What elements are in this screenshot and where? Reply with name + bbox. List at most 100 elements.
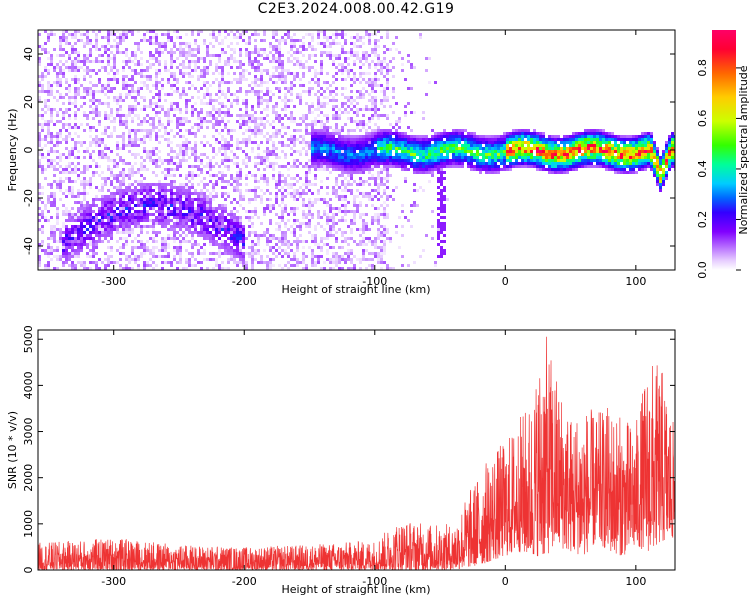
spectrogram-cell xyxy=(260,141,263,144)
spectrogram-cell xyxy=(134,210,137,213)
spectrogram-cell xyxy=(386,78,389,81)
spectrogram-cell xyxy=(266,243,269,246)
spectrogram-cell xyxy=(323,198,326,201)
spectrogram-cell xyxy=(131,207,134,210)
spectrogram-cell xyxy=(377,84,380,87)
spectrogram-cell xyxy=(50,87,53,90)
spectrogram-cell xyxy=(110,78,113,81)
spectrogram-cell xyxy=(233,252,236,255)
spectrogram-cell xyxy=(65,177,68,180)
spectrogram-cell xyxy=(374,78,377,81)
spectrogram-cell xyxy=(56,207,59,210)
spectrogram-cell xyxy=(158,156,161,159)
spectrogram-cell xyxy=(56,216,59,219)
spectrogram-cell xyxy=(284,75,287,78)
spectrogram-cell xyxy=(269,51,272,54)
spectrogram-cell xyxy=(44,138,47,141)
spectrogram-cell xyxy=(155,165,158,168)
spectrogram-cell xyxy=(350,165,353,168)
spectrogram-cell xyxy=(203,81,206,84)
spectrogram-cell xyxy=(386,171,389,174)
spectrogram-cell xyxy=(356,204,359,207)
spectrogram-cell xyxy=(272,174,275,177)
spectrogram-cell xyxy=(95,48,98,51)
spectrogram-cell xyxy=(101,210,104,213)
spectrogram-cell xyxy=(245,174,248,177)
spectrogram-cell xyxy=(74,75,77,78)
spectrogram-cell xyxy=(56,75,59,78)
spectrogram-cell xyxy=(107,228,110,231)
spectrogram-cell xyxy=(350,138,353,141)
spectrogram-cell xyxy=(257,147,260,150)
spectrogram-cell xyxy=(125,81,128,84)
spectrogram-cell xyxy=(296,75,299,78)
spectrogram-cell xyxy=(353,255,356,258)
spectrogram-cell xyxy=(335,132,338,135)
spectrogram-cell xyxy=(320,93,323,96)
spectrogram-cell xyxy=(287,168,290,171)
spectrogram-cell xyxy=(101,228,104,231)
spectrogram-cell xyxy=(167,153,170,156)
spectrogram-cell xyxy=(167,162,170,165)
spectrogram-cell xyxy=(269,258,272,261)
spectrogram-cell xyxy=(149,75,152,78)
spectrogram-cell xyxy=(401,225,404,228)
spectrogram-cell xyxy=(254,195,257,198)
spectrogram-cell xyxy=(314,129,317,132)
spectrogram-cell xyxy=(191,69,194,72)
spectrogram-cell xyxy=(341,234,344,237)
spectrogram-cell xyxy=(119,135,122,138)
spectrogram-cell xyxy=(101,132,104,135)
spectrogram-cell xyxy=(260,54,263,57)
spectrogram-cell xyxy=(275,117,278,120)
spectrogram-cell xyxy=(56,228,59,231)
spectrogram-cell xyxy=(92,141,95,144)
spectrogram-cell xyxy=(344,87,347,90)
spectrogram-cell xyxy=(344,219,347,222)
spectrogram-cell xyxy=(365,180,368,183)
spectrogram-cell xyxy=(218,207,221,210)
spectrogram-cell xyxy=(83,54,86,57)
spectrogram-cell xyxy=(341,171,344,174)
spectrogram-cell xyxy=(239,234,242,237)
spectrogram-cell xyxy=(95,162,98,165)
spectrogram-cell xyxy=(317,213,320,216)
spectrogram-cell xyxy=(233,72,236,75)
spectrogram-cell xyxy=(287,219,290,222)
spectrogram-cell xyxy=(140,81,143,84)
spectrogram-cell xyxy=(218,87,221,90)
spectrogram-cell xyxy=(182,195,185,198)
spectrogram-cell xyxy=(65,252,68,255)
spectrogram-cell xyxy=(224,225,227,228)
spectrogram-cell xyxy=(338,156,341,159)
spectrogram-cell xyxy=(413,111,416,114)
spectrogram-cell xyxy=(230,210,233,213)
spectrogram-cell xyxy=(275,183,278,186)
spectrogram-cell xyxy=(233,162,236,165)
spectrogram-cell xyxy=(224,234,227,237)
spectrogram-cell xyxy=(116,147,119,150)
spectrogram-cell xyxy=(104,204,107,207)
spectrogram-cell xyxy=(374,243,377,246)
spectrogram-cell xyxy=(59,69,62,72)
spectrogram-cell xyxy=(38,132,41,135)
spectrogram-cell xyxy=(230,129,233,132)
spectrogram-cell xyxy=(323,150,326,153)
spectrogram-cell xyxy=(206,228,209,231)
spectrogram-cell xyxy=(155,186,158,189)
spectrogram-cell xyxy=(353,120,356,123)
spectrogram-cell xyxy=(134,237,137,240)
spectrogram-cell xyxy=(242,39,245,42)
spectrogram-cell xyxy=(179,213,182,216)
spectrogram-cell xyxy=(80,84,83,87)
spectrogram-cell xyxy=(311,153,314,156)
spectrogram-cell xyxy=(173,30,176,33)
spectrogram-cell xyxy=(278,66,281,69)
spectrogram-cell xyxy=(113,261,116,264)
spectrogram-cell xyxy=(173,168,176,171)
spectrogram-cell xyxy=(329,147,332,150)
spectrogram-cell xyxy=(305,183,308,186)
spectrogram-cell xyxy=(389,165,392,168)
spectrogram-cell xyxy=(176,132,179,135)
spectrogram-cell xyxy=(50,204,53,207)
